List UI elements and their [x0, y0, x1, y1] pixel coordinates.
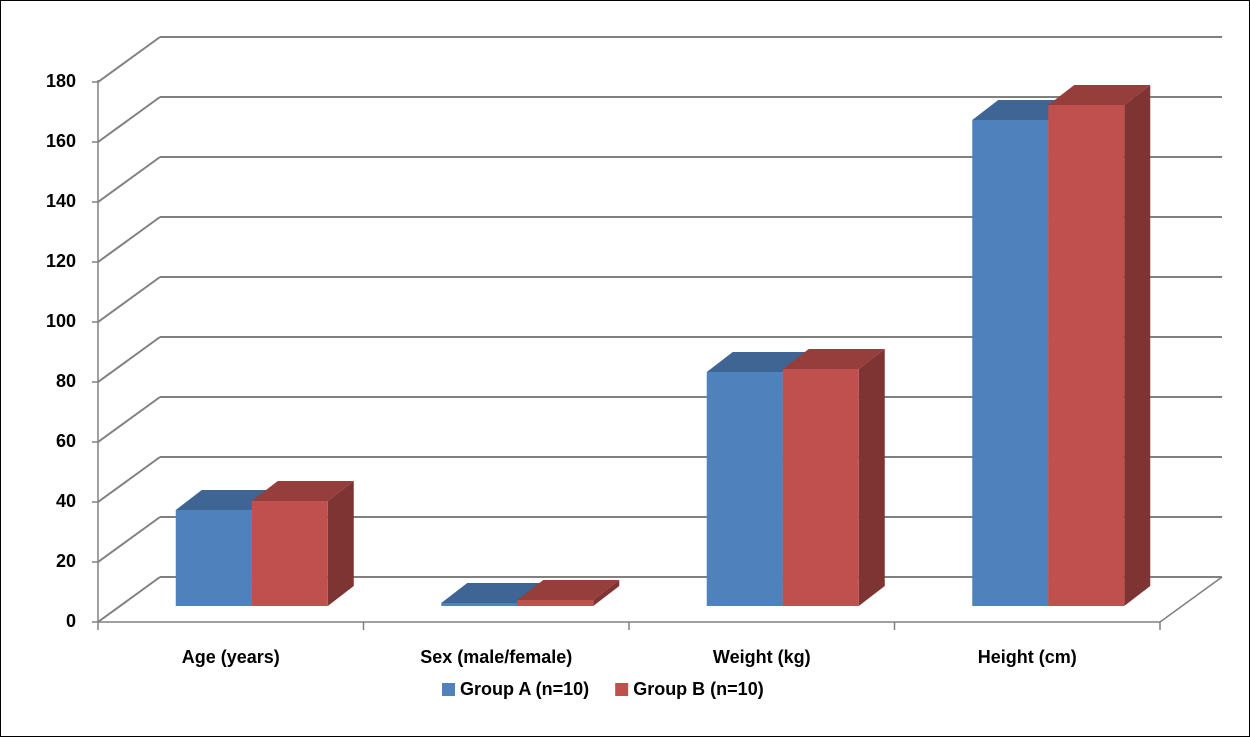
floor-edge — [1159, 576, 1223, 623]
bar — [706, 372, 783, 606]
grid-line — [97, 336, 161, 383]
bar-top — [706, 352, 809, 372]
y-tick-label: 140 — [46, 191, 76, 211]
x-tick-label: Age (years) — [182, 647, 280, 667]
y-tick-label: 20 — [56, 551, 76, 571]
legend-swatch — [442, 683, 455, 696]
grid-line — [97, 216, 161, 263]
legend-label: Group B (n=10) — [633, 679, 764, 699]
grid-line — [97, 576, 161, 623]
y-tick-label: 0 — [66, 611, 76, 631]
bar-side — [1124, 85, 1151, 606]
bar-side — [327, 481, 354, 606]
y-tick-label: 100 — [46, 311, 76, 331]
grid-line — [97, 156, 161, 203]
y-tick-label: 80 — [56, 371, 76, 391]
bar — [517, 600, 594, 606]
legend-label: Group A (n=10) — [460, 679, 589, 699]
grid-line — [97, 516, 161, 563]
grid-line — [97, 96, 161, 143]
bar — [175, 510, 252, 606]
bar-top — [441, 583, 544, 603]
bar-top — [1048, 85, 1151, 105]
grid-line — [97, 456, 161, 503]
y-tick-label: 180 — [46, 71, 76, 91]
grid-line — [97, 36, 161, 83]
bar-side — [858, 349, 885, 606]
x-tick-label: Height (cm) — [978, 647, 1077, 667]
bar — [251, 501, 328, 606]
legend-swatch — [615, 683, 629, 696]
bar-side — [593, 580, 620, 606]
bar — [1048, 105, 1125, 606]
bar — [972, 120, 1049, 606]
y-tick-label: 160 — [46, 131, 76, 151]
x-tick-label: Weight (kg) — [713, 647, 811, 667]
bar-top — [517, 580, 620, 600]
y-tick-label: 40 — [56, 491, 76, 511]
bar — [441, 603, 518, 606]
x-tick-label: Sex (male/female) — [420, 647, 572, 667]
bar-top — [251, 481, 354, 501]
grid-line — [97, 276, 161, 323]
grid-line — [97, 396, 161, 443]
bar — [782, 369, 859, 606]
y-tick-label: 60 — [56, 431, 76, 451]
bar-top — [782, 349, 885, 369]
y-tick-label: 120 — [46, 251, 76, 271]
